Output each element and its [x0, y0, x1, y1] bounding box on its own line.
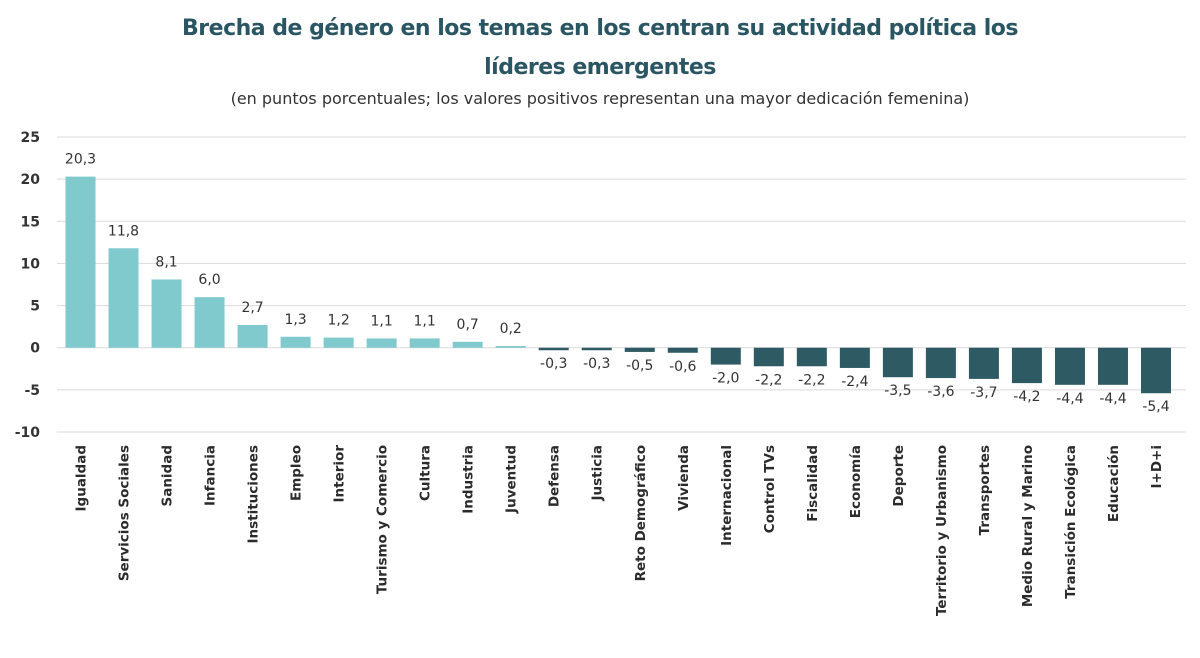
y-tick-label: -10 [15, 425, 41, 441]
y-axis-ticks: 25 20 15 10 5 0 -5 -10 [15, 130, 41, 441]
x-tick-label: Instituciones [246, 445, 262, 544]
data-label: -2,2 [755, 372, 782, 388]
y-tick-label: 20 [21, 172, 41, 188]
x-tick-label: Transportes [977, 445, 993, 535]
x-tick-label: I+D+i [1149, 445, 1165, 488]
data-label: 8,1 [155, 254, 177, 270]
bar [1011, 347, 1042, 384]
x-tick-label: Vivienda [676, 445, 692, 511]
chart-subtitle: (en puntos porcentuales; los valores pos… [230, 89, 970, 108]
x-tick-label: Deporte [891, 445, 907, 507]
data-label: 0,2 [500, 321, 522, 337]
data-label: -0,3 [540, 356, 567, 372]
bar [839, 347, 870, 368]
data-label: -0,3 [583, 356, 610, 372]
x-tick-label: Igualdad [74, 445, 90, 511]
data-label: 6,0 [198, 272, 220, 288]
bar [151, 279, 182, 348]
bar [1141, 347, 1171, 394]
x-tick-label: Turismo y Comercio [375, 445, 391, 594]
bar [366, 338, 397, 348]
bar [237, 324, 268, 348]
x-tick-label: Fiscalidad [805, 445, 821, 522]
bar [452, 341, 483, 348]
x-tick-label: Interior [332, 445, 348, 503]
data-label: -2,0 [712, 371, 739, 387]
data-label: 2,7 [241, 300, 263, 316]
x-tick-label: Cultura [418, 445, 434, 501]
bar [753, 347, 784, 367]
x-tick-label: Justicia [590, 445, 606, 502]
y-tick-label: 10 [21, 256, 41, 272]
x-tick-label: Servicios Sociales [117, 445, 133, 581]
data-label: -3,6 [927, 384, 954, 400]
data-label: -5,4 [1142, 399, 1169, 415]
bar [194, 297, 225, 348]
x-tick-label: Economía [848, 445, 864, 518]
bar [65, 176, 96, 348]
data-label: 20,3 [65, 152, 96, 168]
data-label: -4,2 [1013, 389, 1040, 405]
data-label: -4,4 [1099, 391, 1126, 407]
y-tick-label: 15 [21, 214, 40, 230]
x-tick-label: Reto Demográfico [633, 445, 649, 581]
bar [882, 347, 913, 378]
gridlines [57, 136, 1186, 433]
data-label: 1,1 [414, 313, 436, 329]
y-tick-label: 0 [30, 341, 40, 357]
data-label: 0,7 [457, 317, 479, 333]
bar [280, 336, 311, 348]
x-tick-label: Medio Rural y Marino [1020, 445, 1036, 607]
bar [1054, 347, 1085, 385]
data-label: -0,5 [626, 358, 653, 374]
chart-title-line-2: líderes emergentes [484, 55, 716, 80]
bar [538, 347, 569, 351]
x-tick-label: Juventud [504, 445, 520, 514]
data-label: -4,4 [1056, 391, 1083, 407]
data-label: -2,2 [798, 372, 825, 388]
data-label: -3,7 [970, 385, 997, 401]
bars [65, 176, 1171, 394]
bar [968, 347, 999, 379]
x-tick-label: Internacional [719, 445, 735, 546]
data-label: -3,5 [884, 383, 911, 399]
bar [323, 337, 354, 348]
bar [581, 347, 612, 351]
chart-title-line-1: Brecha de género en los temas en los cen… [182, 16, 1018, 41]
x-tick-label: Sanidad [160, 445, 176, 507]
y-tick-label: 25 [21, 130, 40, 146]
data-label: -0,6 [669, 359, 696, 375]
bar [495, 346, 526, 348]
data-label: 1,3 [284, 312, 306, 328]
bar [1097, 347, 1128, 385]
data-labels: 20,311,88,16,02,71,3 1,2 1,1 1,1 0,7 0,2-0,3-… [65, 152, 1170, 416]
x-tick-label: Transición Ecológica [1063, 445, 1079, 599]
x-tick-label: Educación [1106, 445, 1122, 522]
y-tick-label: -5 [24, 383, 40, 399]
bar [796, 347, 827, 367]
data-label: 1,2 [327, 313, 349, 329]
x-tick-label: Control TVs [762, 445, 778, 533]
x-axis-ticks: Igualdad Servicios Sociales Sanidad Infanci… [74, 445, 1166, 616]
bar [409, 338, 440, 348]
x-tick-label: Defensa [547, 445, 563, 507]
bar [667, 347, 698, 353]
x-tick-label: Industria [461, 445, 477, 514]
data-label: -2,4 [841, 374, 868, 390]
bar [710, 347, 741, 365]
x-tick-label: Territorio y Urbanismo [934, 445, 950, 616]
bar [108, 248, 139, 348]
y-tick-label: 5 [30, 299, 40, 315]
data-label: 1,1 [371, 313, 393, 329]
bar [624, 347, 655, 352]
x-tick-label: Empleo [289, 445, 305, 501]
x-tick-label: Infancia [203, 445, 219, 506]
data-label: 11,8 [108, 223, 139, 239]
bar [925, 347, 956, 379]
